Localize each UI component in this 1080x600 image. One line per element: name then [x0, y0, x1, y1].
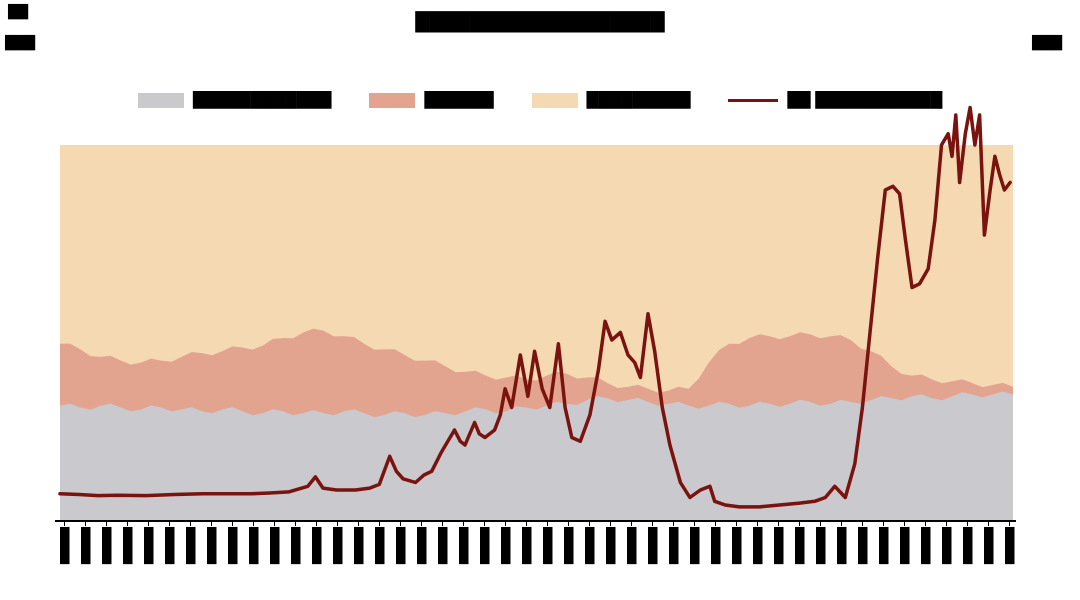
tan-area-swatch — [531, 93, 578, 108]
legend-item-tan-area: █████████ — [531, 91, 691, 109]
x-tick: ███████ — [795, 522, 804, 563]
x-tick: ███████ — [228, 522, 237, 563]
x-tick: ███████ — [879, 522, 888, 563]
stacked-area-line-chart — [58, 105, 1013, 520]
x-tick: ███████ — [270, 522, 279, 563]
x-tick: ███████ — [984, 522, 993, 563]
x-tick: ███████ — [627, 522, 636, 563]
legend-label: █████████ — [586, 91, 691, 109]
x-tick: ███████ — [60, 522, 69, 563]
x-tick: ███████ — [858, 522, 867, 563]
x-tick: ███████ — [333, 522, 342, 563]
x-tick: ███████ — [396, 522, 405, 563]
x-tick: ███████ — [375, 522, 384, 563]
x-tick: ███████ — [900, 522, 909, 563]
x-tick: ███████ — [753, 522, 762, 563]
x-tick: ███████ — [942, 522, 951, 563]
chart-title: ██████████████████ — [415, 12, 665, 33]
x-tick: ███████ — [816, 522, 825, 563]
right-axis-top-tick-label: ███ — [1032, 36, 1062, 51]
legend-label: ████████████ — [192, 91, 332, 109]
plot-area — [58, 105, 1013, 520]
x-tick: ███████ — [291, 522, 300, 563]
x-tick: ███████ — [921, 522, 930, 563]
x-tick: ███████ — [144, 522, 153, 563]
legend-label: ██ ███████████ — [787, 91, 943, 109]
x-tick: ███████ — [249, 522, 258, 563]
x-tick: ███████ — [207, 522, 216, 563]
x-tick: ███████ — [732, 522, 741, 563]
x-tick: ███████ — [417, 522, 426, 563]
left-axis-unit-label: ██ — [8, 5, 28, 20]
x-tick: ███████ — [648, 522, 657, 563]
x-tick: ███████ — [165, 522, 174, 563]
x-tick: ███████ — [81, 522, 90, 563]
line-series — [58, 105, 1012, 509]
x-tick: ███████ — [774, 522, 783, 563]
legend-label: ██████ — [424, 91, 494, 109]
left-axis-top-tick-label: ███ — [5, 36, 35, 51]
x-tick: ███████ — [711, 522, 720, 563]
x-tick: ███████ — [690, 522, 699, 563]
x-tick: ███████ — [669, 522, 678, 563]
x-tick: ███████ — [543, 522, 552, 563]
x-tick: ███████ — [585, 522, 594, 563]
x-tick: ███████ — [312, 522, 321, 563]
x-tick: ███████ — [1005, 522, 1014, 563]
legend-item-grey-area: ████████████ — [137, 91, 332, 109]
x-tick: ███████ — [963, 522, 972, 563]
x-tick: ███████ — [480, 522, 489, 563]
x-axis-line — [55, 520, 1016, 522]
x-tick: ███████ — [522, 522, 531, 563]
legend-item-line-series: ██ ███████████ — [728, 92, 942, 109]
x-tick: ███████ — [501, 522, 510, 563]
x-tick: ███████ — [123, 522, 132, 563]
line-series-swatch — [728, 99, 779, 102]
x-tick: ███████ — [186, 522, 195, 563]
salmon-area-swatch — [369, 93, 416, 108]
x-tick: ███████ — [564, 522, 573, 563]
x-tick: ███████ — [102, 522, 111, 563]
x-tick: ███████ — [459, 522, 468, 563]
x-axis-tick-labels: ███████ ███████ ███████ ███████ ███████ █████… — [60, 522, 1014, 563]
x-tick: ███████ — [354, 522, 363, 563]
grey-area-swatch — [137, 93, 184, 108]
x-tick: ███████ — [438, 522, 447, 563]
x-tick: ███████ — [837, 522, 846, 563]
x-tick: ███████ — [606, 522, 615, 563]
legend: ████████████ ██████ █████████ ██ ███████… — [0, 92, 1080, 109]
legend-item-salmon-area: ██████ — [369, 91, 494, 109]
